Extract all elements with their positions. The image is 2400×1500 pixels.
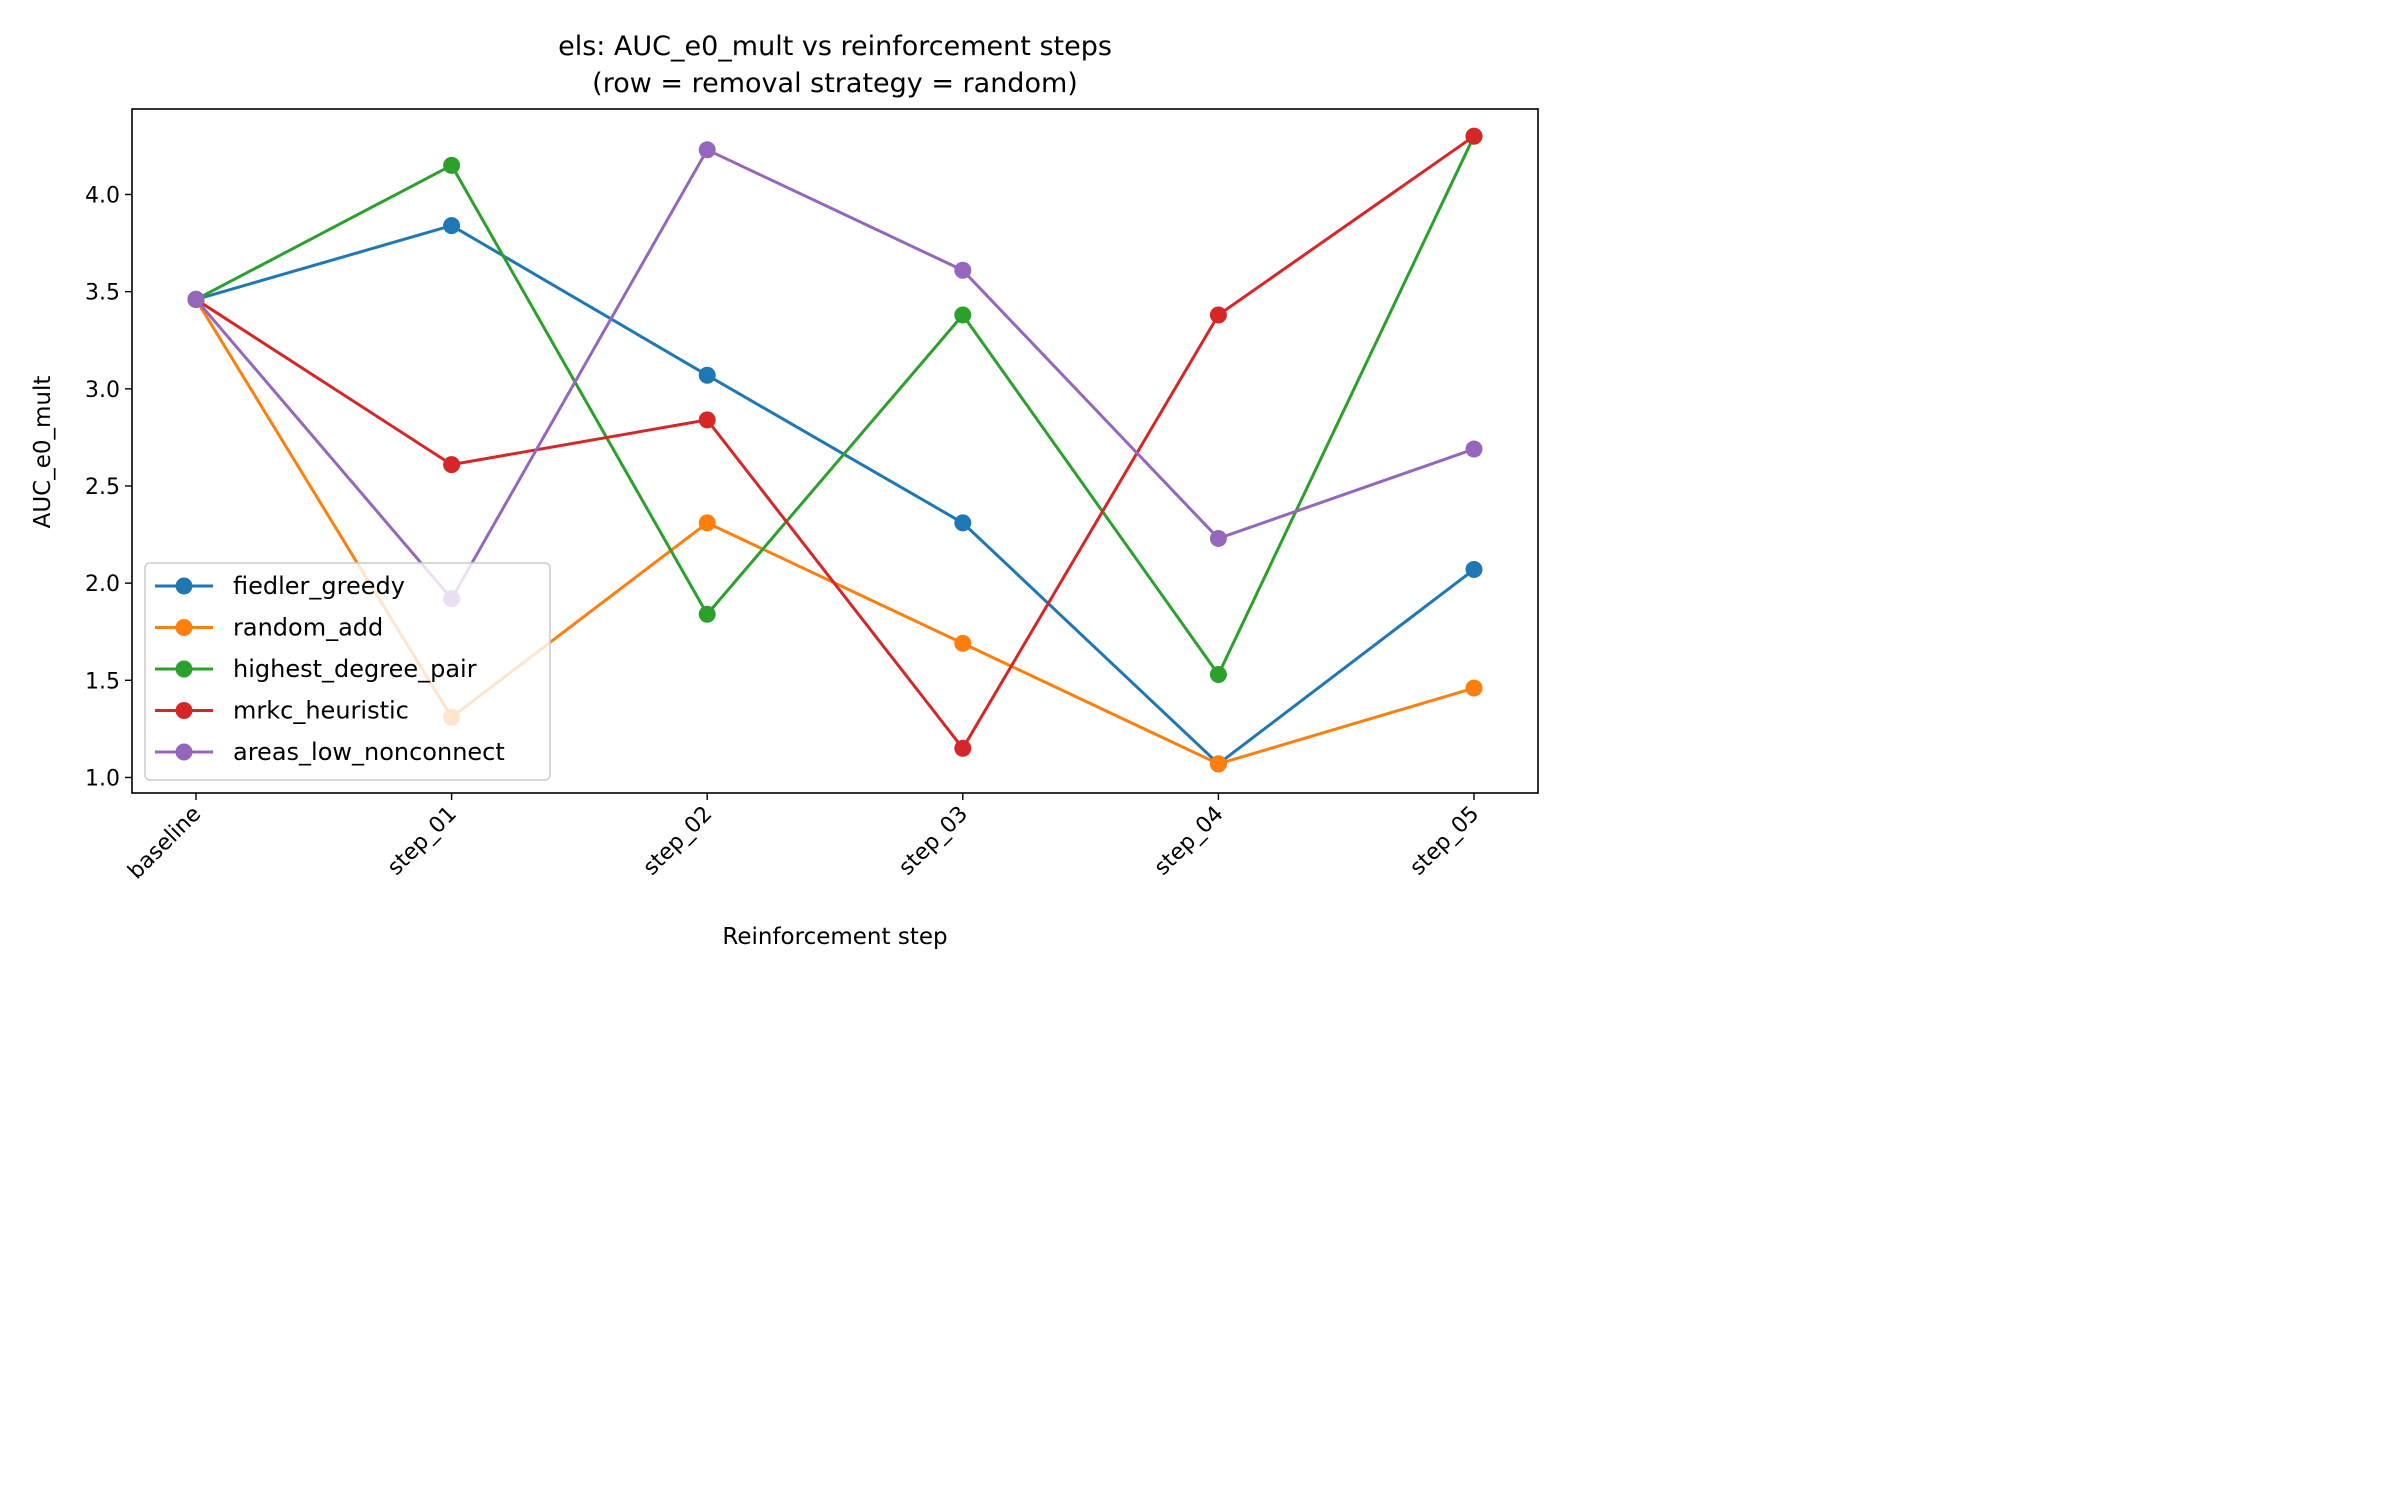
legend-item-areas_low_nonconnect: areas_low_nonconnect — [155, 738, 505, 766]
data-point — [1209, 529, 1227, 547]
legend-item-highest_degree_pair: highest_degree_pair — [155, 655, 477, 683]
legend-item-mrkc_heuristic: mrkc_heuristic — [155, 697, 409, 725]
series-mrkc_heuristic — [187, 127, 1483, 757]
y-tick-label: 1.0 — [85, 766, 120, 791]
data-point — [954, 261, 972, 279]
data-point — [443, 456, 461, 474]
legend-marker — [175, 660, 193, 678]
data-point — [443, 156, 461, 174]
legend-label: mrkc_heuristic — [233, 697, 409, 725]
y-axis-ticks: 1.0 1.5 2.0 2.5 3.0 3.5 4.0 — [85, 184, 132, 791]
legend-label: areas_low_nonconnect — [233, 738, 505, 766]
data-point — [443, 217, 461, 235]
legend-box — [144, 562, 551, 781]
series-line — [195, 135, 1476, 676]
data-point — [698, 141, 716, 159]
legend-item-fiedler_greedy: fiedler_greedy — [155, 572, 405, 600]
data-point — [187, 290, 205, 308]
series-line — [194, 148, 1475, 601]
y-tick-label: 2.0 — [85, 572, 120, 597]
data-point — [954, 306, 972, 324]
legend-marker — [175, 702, 193, 719]
y-tick-label: 1.5 — [85, 669, 120, 694]
data-point — [1209, 665, 1227, 683]
legend-marker — [175, 577, 193, 595]
y-tick-label: 3.0 — [85, 378, 120, 403]
data-point — [1209, 755, 1227, 773]
data-point — [698, 366, 716, 384]
series-line — [195, 224, 1475, 766]
legend-marker — [175, 619, 193, 636]
data-point — [1465, 561, 1483, 579]
series-line — [195, 134, 1475, 750]
figure-background — [0, 0, 1569, 980]
legend-marker — [175, 743, 193, 761]
chart-title-line2: (row = removal strategy = random) — [592, 68, 1078, 99]
data-point — [1465, 440, 1483, 458]
data-point — [698, 514, 716, 532]
legend-label: fiedler_greedy — [233, 572, 405, 600]
legend-label: highest_degree_pair — [233, 655, 477, 683]
x-axis-label: Reinforcement step — [722, 924, 947, 950]
data-point — [954, 634, 972, 652]
y-tick-label: 2.5 — [85, 475, 120, 500]
legend-item-random_add: random_add — [155, 614, 383, 642]
data-point — [1465, 127, 1483, 145]
legend-label: random_add — [233, 614, 383, 642]
data-point — [698, 605, 716, 623]
axes-frame — [131, 108, 1539, 794]
y-axis-label: AUC_e0_mult — [30, 376, 56, 529]
line-chart: els: AUC_e0_mult vs reinforcement steps … — [0, 0, 1569, 980]
chart-title-line1: els: AUC_e0_mult vs reinforcement steps — [558, 31, 1112, 62]
data-point — [954, 739, 972, 757]
data-point — [1465, 679, 1483, 697]
y-tick-label: 3.5 — [85, 281, 120, 306]
legend: fiedler_greedy random_add highest_degree_p… — [144, 562, 551, 781]
data-point — [698, 411, 716, 429]
y-tick-label: 4.0 — [85, 184, 120, 209]
data-point — [1209, 306, 1227, 324]
data-point — [954, 514, 972, 532]
